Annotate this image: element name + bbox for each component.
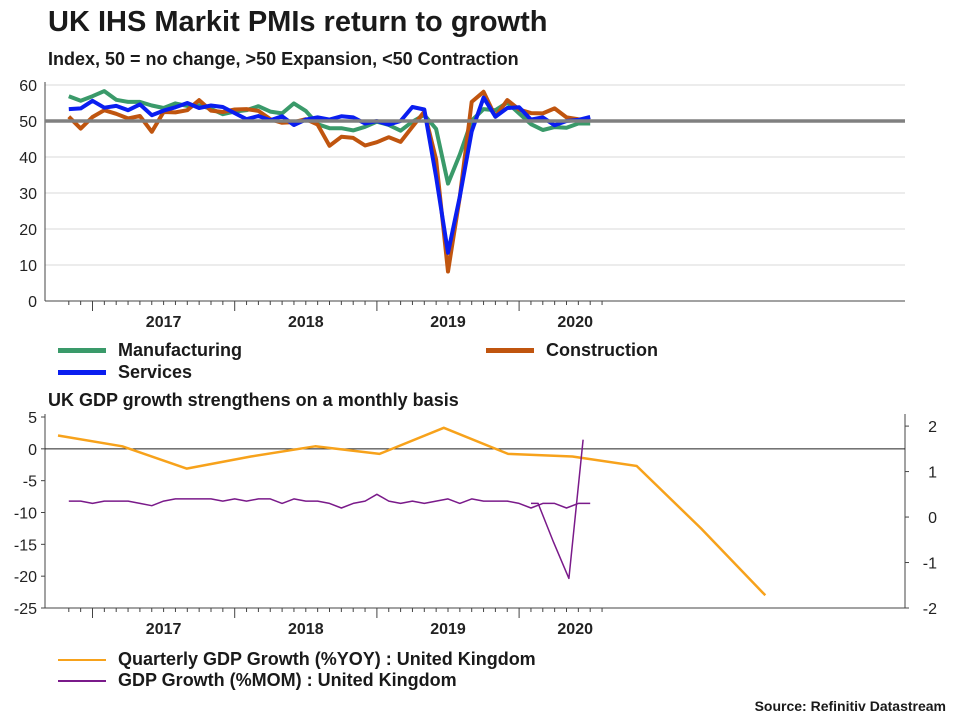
source-note: Source: Refinitiv Datastream — [754, 698, 946, 714]
x-year-label: 2017 — [146, 314, 182, 331]
pmi-chart: 60 50 40 30 20 10 0 2017 2018 2019 2020 — [19, 78, 905, 331]
legend-swatch-manufacturing — [58, 348, 106, 353]
chart-subtitle: Index, 50 = no change, >50 Expansion, <5… — [48, 49, 519, 69]
legend-gdp-yoy: Quarterly GDP Growth (%YOY) : United Kin… — [58, 649, 536, 670]
y-left-tick-label: -10 — [14, 506, 37, 523]
series-line-gdp-yoy — [57, 426, 767, 597]
legend-swatch-gdp-mom — [58, 679, 106, 682]
y-left-tick-label: -15 — [14, 537, 37, 554]
y-right-tick-label: 0 — [928, 510, 937, 527]
y-left-tick-label: -5 — [23, 474, 37, 491]
legend-manufacturing: Manufacturing — [58, 340, 242, 361]
y-right-tick-label: -1 — [923, 556, 937, 573]
series-line-construction — [67, 89, 591, 274]
series-line-gdp-mom — [68, 493, 591, 509]
gdp-chart: 5 0 -5 -10 -15 -20 -25 2 1 0 -1 -2 2017 2018 2019 2020 — [14, 410, 937, 638]
x-year-label: 2018 — [288, 621, 324, 638]
legend-label-construction: Construction — [546, 340, 658, 360]
chart-title: UK IHS Markit PMIs return to growth — [48, 6, 548, 38]
y-tick-label: 60 — [19, 78, 37, 95]
legend-swatch-services — [58, 370, 106, 375]
legend-services: Services — [58, 362, 192, 383]
x-year-label: 2020 — [557, 621, 593, 638]
y-left-tick-label: -20 — [14, 569, 37, 586]
y-right-tick-label: 1 — [928, 465, 937, 482]
legend-gdp-mom: GDP Growth (%MOM) : United Kingdom — [58, 670, 457, 691]
y-tick-label: 40 — [19, 150, 37, 167]
y-left-tick-label: 5 — [28, 410, 37, 427]
legend-label-gdp-mom: GDP Growth (%MOM) : United Kingdom — [118, 670, 457, 690]
x-year-label: 2020 — [557, 314, 593, 331]
x-year-label: 2017 — [146, 621, 182, 638]
y-tick-label: 0 — [28, 294, 37, 311]
series-line-gdp-mom-2020 — [531, 439, 584, 580]
y-tick-label: 50 — [19, 114, 37, 131]
legend-label-gdp-yoy: Quarterly GDP Growth (%YOY) : United Kin… — [118, 649, 536, 669]
x-year-label: 2019 — [430, 314, 466, 331]
y-right-tick-label: 2 — [928, 419, 937, 436]
legend-swatch-construction — [486, 348, 534, 353]
y-tick-label: 20 — [19, 222, 37, 239]
legend-swatch-gdp-yoy — [58, 658, 106, 661]
x-year-label: 2018 — [288, 314, 324, 331]
y-left-tick-label: -25 — [14, 601, 37, 618]
y-tick-label: 10 — [19, 258, 37, 275]
legend-construction: Construction — [486, 340, 658, 361]
y-right-tick-label: -2 — [923, 601, 937, 618]
legend-label-services: Services — [118, 362, 193, 382]
y-tick-label: 30 — [19, 186, 37, 203]
y-left-tick-label: 0 — [28, 442, 37, 459]
x-year-label: 2019 — [430, 621, 466, 638]
legend-label-manufacturing: Manufacturing — [118, 340, 242, 360]
gdp-chart-title: UK GDP growth strengthens on a monthly b… — [48, 390, 459, 410]
